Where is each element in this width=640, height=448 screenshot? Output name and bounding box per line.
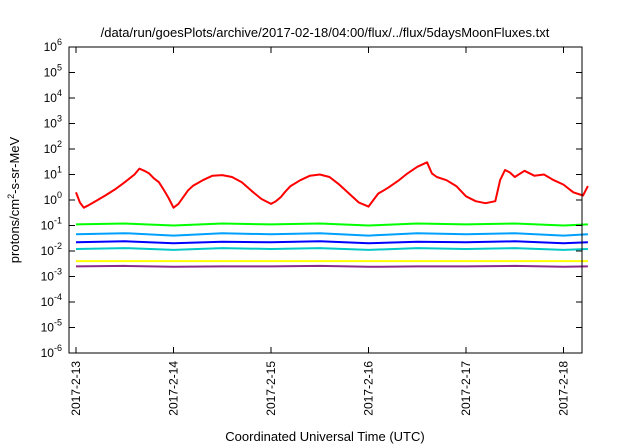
series-line-4 xyxy=(75,240,588,245)
series-line-2 xyxy=(75,222,588,227)
series-line-7 xyxy=(75,264,588,268)
y-tick-label-10: 104 xyxy=(44,88,62,105)
y-tick-label-11: 105 xyxy=(44,63,62,80)
x-tick-label-1: 2017-2-14 xyxy=(167,361,181,416)
x-tick-label-3: 2017-2-16 xyxy=(362,361,376,416)
x-tick-label-4: 2017-2-17 xyxy=(459,361,473,416)
series-line-3 xyxy=(75,232,588,237)
y-axis-label: protons/cm2-s-sr-MeV xyxy=(6,136,22,263)
y-tick-label-8: 102 xyxy=(44,139,62,156)
y-tick-label-3: 10-3 xyxy=(41,267,62,284)
y-tick-label-9: 103 xyxy=(44,114,62,131)
y-tick-label-1: 10-5 xyxy=(41,318,62,335)
chart-title: /data/run/goesPlots/archive/2017-02-18/0… xyxy=(101,25,550,40)
plot-frame xyxy=(68,46,583,354)
ticks-layer: 10-6 10-5 10-4 10-3 10-2 10-1 100 101 102 103 104 1… xyxy=(41,37,582,416)
y-tick-label-6: 100 xyxy=(44,190,62,207)
series-line-5 xyxy=(75,247,588,251)
y-tick-label-7: 101 xyxy=(44,165,62,182)
x-tick-label-5: 2017-2-18 xyxy=(557,361,571,416)
y-tick-label-2: 10-4 xyxy=(41,292,62,309)
y-tick-label-5: 10-1 xyxy=(41,216,62,233)
y-tick-label-4: 10-2 xyxy=(41,241,62,258)
y-tick-label-12: 106 xyxy=(44,37,62,54)
y-axis-label-sup: 2 xyxy=(6,194,16,199)
series-layer xyxy=(75,161,589,268)
x-axis-label: Coordinated Universal Time (UTC) xyxy=(225,429,424,444)
y-axis-label-post: -s-sr-MeV xyxy=(7,136,22,193)
series-line-1 xyxy=(75,161,589,209)
y-axis-label-pre: protons/cm xyxy=(7,199,22,263)
y-tick-label-0: 10-6 xyxy=(41,343,62,360)
x-tick-label-2: 2017-2-15 xyxy=(264,361,278,416)
x-tick-label-0: 2017-2-13 xyxy=(69,361,83,416)
